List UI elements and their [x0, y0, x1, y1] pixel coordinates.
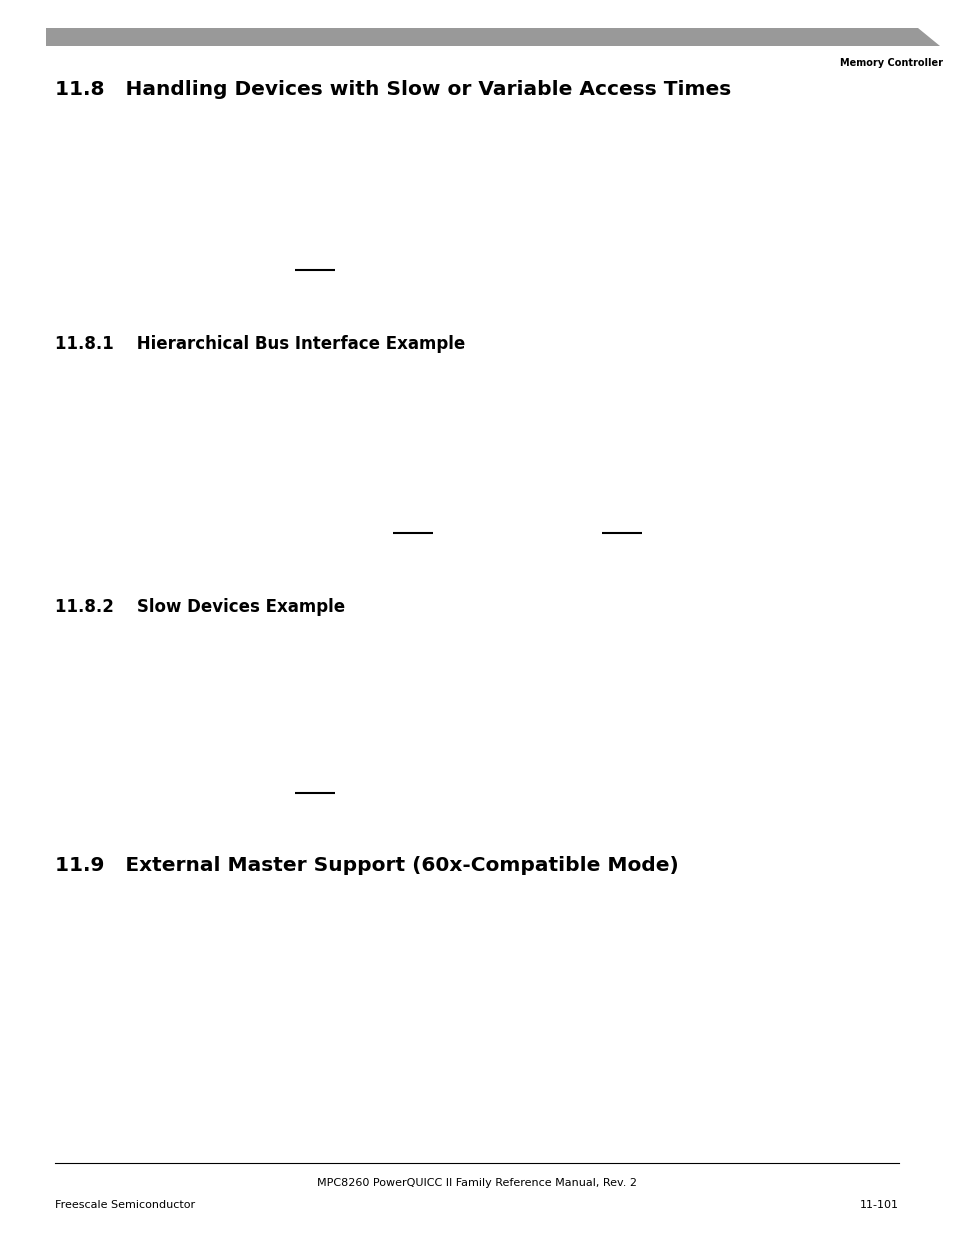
Text: MPC8260 PowerQUICC II Family Reference Manual, Rev. 2: MPC8260 PowerQUICC II Family Reference M… — [316, 1178, 637, 1188]
Text: Freescale Semiconductor: Freescale Semiconductor — [55, 1200, 195, 1210]
Polygon shape — [46, 28, 939, 46]
Text: 11-101: 11-101 — [859, 1200, 898, 1210]
Text: 11.8.2    Slow Devices Example: 11.8.2 Slow Devices Example — [55, 598, 345, 616]
Text: 11.8   Handling Devices with Slow or Variable Access Times: 11.8 Handling Devices with Slow or Varia… — [55, 80, 731, 99]
Text: Memory Controller: Memory Controller — [840, 58, 942, 68]
Text: 11.8.1    Hierarchical Bus Interface Example: 11.8.1 Hierarchical Bus Interface Exampl… — [55, 335, 465, 353]
Text: 11.9   External Master Support (60x-Compatible Mode): 11.9 External Master Support (60x-Compat… — [55, 856, 678, 876]
